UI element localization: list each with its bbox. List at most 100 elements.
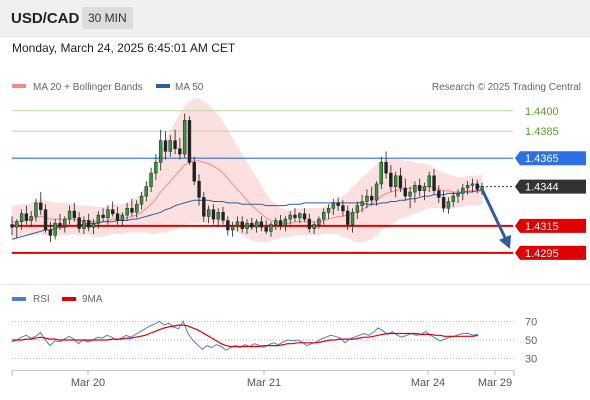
candle-body bbox=[235, 221, 240, 227]
candle-body bbox=[432, 175, 436, 191]
candle bbox=[226, 216, 230, 236]
candle-body bbox=[96, 214, 101, 224]
level-tag-5 bbox=[515, 245, 586, 260]
candle-body bbox=[307, 218, 312, 229]
candle bbox=[101, 208, 105, 222]
candle bbox=[135, 200, 139, 218]
candle-body bbox=[173, 140, 177, 149]
candle bbox=[350, 208, 355, 233]
candle-body bbox=[269, 224, 273, 232]
candle bbox=[211, 204, 216, 225]
candle-body bbox=[82, 220, 86, 229]
candle bbox=[163, 131, 168, 160]
candle-body bbox=[322, 212, 326, 220]
candle bbox=[427, 171, 431, 192]
candle-body bbox=[91, 222, 96, 228]
candle-body bbox=[379, 162, 383, 185]
candle-body bbox=[53, 222, 57, 236]
candle-body bbox=[130, 208, 134, 213]
candle bbox=[72, 202, 77, 222]
candle bbox=[154, 154, 158, 180]
rsi-ma-line bbox=[12, 324, 479, 348]
candle bbox=[422, 182, 427, 201]
candle bbox=[451, 192, 455, 207]
candle bbox=[53, 219, 57, 240]
candle bbox=[216, 208, 220, 228]
candle-body bbox=[29, 216, 33, 221]
chart-datetime: Monday, March 24, 2025 6:45:01 AM CET bbox=[12, 41, 236, 55]
candle bbox=[312, 221, 316, 234]
candle bbox=[259, 216, 264, 232]
candle bbox=[245, 219, 249, 234]
candle-body bbox=[456, 193, 460, 197]
candle bbox=[336, 197, 340, 211]
rsi-ma-legend-swatch bbox=[62, 297, 76, 301]
candle bbox=[202, 192, 206, 222]
candle bbox=[178, 137, 182, 160]
ma20-legend-label: MA 20 + Bollinger Bands bbox=[33, 82, 143, 93]
candle-body bbox=[19, 213, 24, 223]
candle bbox=[173, 129, 177, 155]
candle-body bbox=[58, 222, 62, 227]
candle-body bbox=[341, 205, 345, 212]
candle bbox=[29, 211, 33, 228]
candle bbox=[91, 219, 96, 234]
level-label-1: 1.4385 bbox=[525, 126, 559, 138]
level-label-5: 1.4295 bbox=[525, 248, 559, 260]
candle bbox=[240, 216, 244, 233]
candle bbox=[346, 205, 350, 230]
candle-body bbox=[350, 212, 355, 225]
candle bbox=[398, 167, 403, 192]
candle-body bbox=[120, 214, 125, 221]
candle bbox=[437, 185, 441, 203]
bollinger-band bbox=[12, 98, 482, 243]
level-label-3: 1.4344 bbox=[525, 182, 559, 194]
symbol-label: USD/CAD bbox=[11, 10, 80, 27]
candle bbox=[39, 192, 43, 215]
candle bbox=[48, 221, 53, 243]
candle bbox=[365, 189, 369, 209]
candle bbox=[120, 212, 125, 226]
timeframe-button[interactable]: 30 MIN bbox=[82, 7, 133, 29]
candle-body bbox=[202, 197, 206, 217]
candle bbox=[58, 213, 62, 230]
candle-body bbox=[226, 220, 230, 231]
candle-body bbox=[336, 202, 340, 206]
candle bbox=[432, 169, 436, 195]
candle-body bbox=[264, 226, 268, 232]
candle bbox=[456, 189, 460, 203]
candle-body bbox=[111, 209, 115, 214]
candle-body bbox=[48, 229, 53, 236]
candle-body bbox=[283, 218, 288, 227]
candle-body bbox=[274, 220, 278, 225]
candle bbox=[168, 135, 172, 157]
candle bbox=[384, 151, 388, 179]
candle bbox=[139, 192, 144, 210]
candle-body bbox=[398, 175, 403, 189]
time-tick-label-0: Mar 20 bbox=[71, 377, 105, 389]
candle-body bbox=[441, 197, 446, 209]
candle bbox=[24, 205, 29, 225]
chart-header: USD/CAD 30 MIN bbox=[0, 0, 590, 37]
rsi-legend: RSI 9MA bbox=[12, 294, 103, 305]
candle-body bbox=[437, 190, 441, 198]
candle-body bbox=[39, 202, 43, 210]
candle-body bbox=[197, 180, 201, 198]
candle bbox=[403, 178, 407, 201]
candle-body bbox=[422, 186, 427, 191]
candle-body bbox=[182, 120, 187, 155]
candle-body bbox=[451, 195, 455, 202]
candle bbox=[111, 201, 115, 217]
candle-body bbox=[245, 222, 249, 229]
candle-body bbox=[149, 172, 153, 187]
level-label-0: 1.4400 bbox=[525, 106, 559, 118]
candle-body bbox=[250, 222, 254, 228]
candle bbox=[43, 204, 48, 233]
candle-body bbox=[187, 120, 192, 163]
rsi-tick-label-1: 50 bbox=[525, 335, 537, 347]
rsi-legend-label: RSI bbox=[33, 294, 50, 305]
candle bbox=[250, 217, 254, 230]
candle-body bbox=[216, 212, 220, 220]
candle-body bbox=[168, 140, 172, 152]
candle bbox=[408, 186, 412, 209]
